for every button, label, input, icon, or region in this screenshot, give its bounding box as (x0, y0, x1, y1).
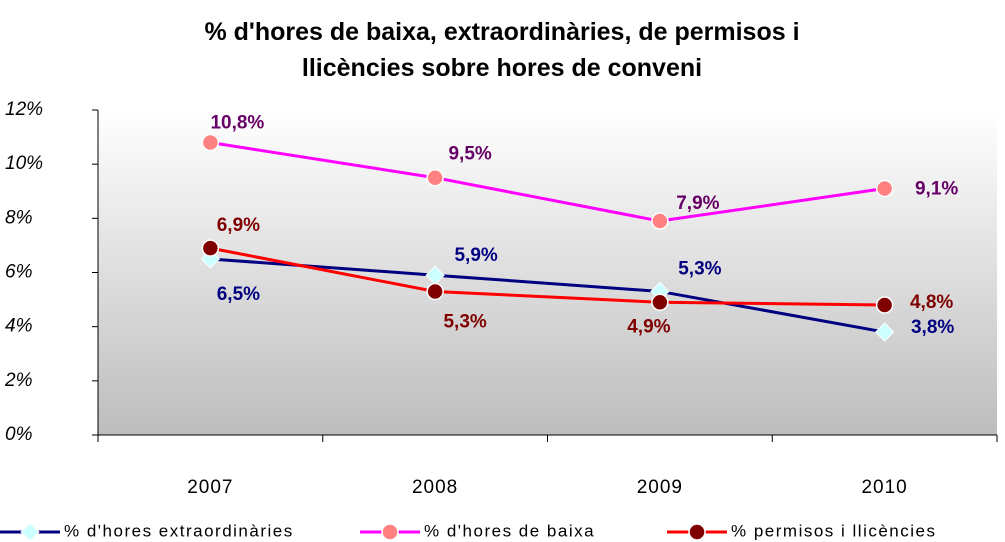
y-tick-label: 12% (5, 99, 43, 120)
legend-label: % d'hores extraordinàries (64, 521, 294, 540)
series-line (210, 141, 885, 223)
y-tick-label: 10% (5, 153, 43, 174)
data-label: 5,9% (454, 245, 497, 266)
point (874, 322, 895, 342)
y-tick-label: 6% (5, 262, 33, 283)
data-label: 4,9% (627, 316, 670, 337)
point (426, 282, 444, 301)
data-label: 9,1% (915, 179, 958, 200)
legend-marker (20, 522, 40, 542)
x-tick-label: 2008 (412, 477, 458, 498)
point (201, 133, 220, 152)
data-label: 5,3% (678, 258, 721, 279)
data-label: 9,5% (448, 144, 491, 165)
point (651, 293, 669, 312)
x-tick-label: 2009 (637, 477, 683, 498)
point (200, 249, 221, 269)
point (651, 212, 669, 230)
data-label: 3,8% (911, 317, 954, 338)
y-tick-label: 2% (4, 370, 33, 391)
legend-marker (381, 523, 399, 541)
y-tick-label: 0% (5, 424, 33, 445)
y-tick-label: 4% (5, 316, 33, 337)
series-line (210, 246, 885, 307)
y-tick-label: 8% (5, 207, 33, 228)
data-label: 7,9% (676, 193, 719, 214)
plot-area (98, 110, 997, 435)
data-label: 5,3% (443, 311, 486, 332)
x-tick-label: 2007 (187, 477, 233, 498)
data-label: 10,8% (210, 113, 264, 134)
data-label: 6,9% (217, 215, 260, 236)
data-label: 4,8% (910, 292, 953, 313)
point (875, 296, 894, 314)
data-label: 6,5% (217, 284, 260, 305)
series-line (210, 257, 885, 334)
legend-marker (688, 523, 706, 541)
point (426, 168, 444, 187)
legend-label: % permisos i llicències (731, 521, 937, 540)
x-tick-label: 2010 (861, 477, 907, 498)
point (875, 179, 894, 198)
legend-label: % d'hores de baixa (424, 521, 595, 540)
point (201, 239, 220, 257)
chart-title: % d'hores de baixa, extraordinàries, de … (204, 18, 800, 82)
